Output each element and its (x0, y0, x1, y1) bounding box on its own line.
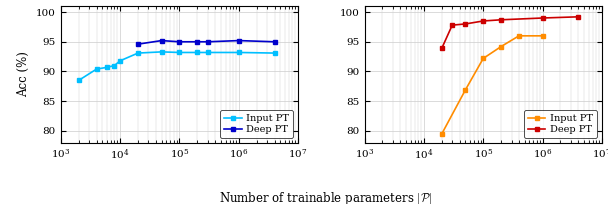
Deep PT (204, 41, 212, 43)
Text: Number of trainable parameters $|\mathcal{P}|$: Number of trainable parameters $|\mathca… (219, 190, 432, 204)
Input PT (103, 66, 111, 69)
Deep PT (271, 41, 278, 43)
Line: Deep PT: Deep PT (440, 14, 581, 51)
Deep PT (134, 43, 142, 45)
Deep PT (539, 17, 546, 19)
Deep PT (194, 41, 201, 43)
Deep PT (449, 24, 456, 26)
Input PT (134, 52, 142, 54)
Input PT (176, 51, 183, 54)
Input PT (539, 35, 546, 37)
Deep PT (438, 47, 446, 50)
Input PT (516, 35, 523, 37)
Deep PT (497, 19, 505, 21)
Input PT (461, 89, 469, 91)
Input PT (194, 51, 201, 54)
Input PT (158, 51, 165, 53)
Line: Deep PT: Deep PT (136, 38, 277, 47)
Legend: Input PT, Deep PT: Input PT, Deep PT (524, 110, 597, 138)
Deep PT (575, 16, 582, 18)
Input PT (438, 133, 446, 135)
Input PT (204, 51, 212, 54)
Legend: Input PT, Deep PT: Input PT, Deep PT (220, 110, 293, 138)
Deep PT (235, 39, 243, 42)
Line: Input PT: Input PT (76, 49, 277, 83)
Input PT (93, 68, 100, 70)
Deep PT (176, 41, 183, 43)
Y-axis label: Acc (%): Acc (%) (18, 52, 30, 97)
Deep PT (158, 39, 165, 42)
Deep PT (480, 20, 487, 22)
Line: Input PT: Input PT (440, 33, 545, 136)
Input PT (111, 64, 118, 67)
Deep PT (461, 23, 469, 25)
Input PT (497, 45, 505, 48)
Input PT (117, 60, 124, 62)
Input PT (271, 52, 278, 54)
Input PT (480, 57, 487, 60)
Input PT (75, 79, 82, 82)
Input PT (235, 51, 243, 54)
